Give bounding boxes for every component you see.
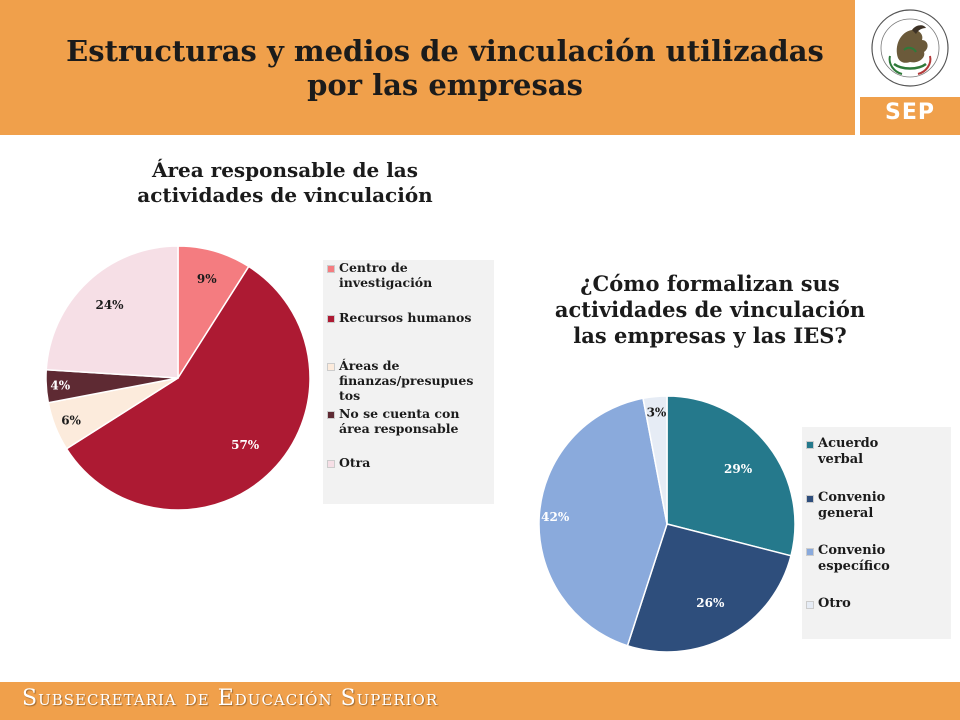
chart2-legend-item: Convenio general [806, 490, 885, 522]
slide-title: Estructuras y medios de vinculación util… [40, 34, 850, 102]
chart2-legend-label: Convenio general [818, 490, 886, 521]
chart1-slice-label-4: 24% [95, 298, 124, 312]
chart2-slice-0 [666, 395, 796, 557]
chart2-legend-label: Convenio específico [818, 543, 890, 574]
chart2-title: ¿Cómo formalizan sus actividades de vinc… [520, 271, 900, 349]
chart1-legend-swatch [327, 411, 335, 419]
chart2-title-line-2: actividades de vinculación [554, 297, 866, 322]
chart2-legend: Acuerdo verbal Convenio general Convenio espe… [802, 427, 951, 639]
chart2-legend-swatch [806, 548, 814, 556]
header-banner: Estructuras y medios de vinculación util… [0, 0, 855, 135]
chart2-legend-swatch [806, 601, 814, 609]
chart1-slice-label-2: 6% [61, 413, 81, 427]
chart2-legend-swatch [806, 441, 814, 449]
chart1-legend-swatch [327, 265, 335, 273]
chart1-legend: Centro de investigación Recursos humanos Ár… [323, 260, 494, 504]
chart1-legend-item: Recursos humanos [327, 310, 471, 325]
chart2-slice-label-1: 26% [696, 596, 725, 610]
chart1-legend-item: Áreas de finanzas/presupues tos [327, 358, 473, 403]
chart2-legend-label: Otro [818, 596, 851, 611]
chart2-slice-label-0: 29% [724, 462, 753, 476]
coat-of-arms-icon [871, 9, 949, 87]
chart1-legend-swatch [327, 460, 335, 468]
chart1-slice-4 [45, 245, 179, 379]
chart2-slice-3 [642, 395, 668, 525]
chart1-legend-label: No se cuenta con área responsable [339, 406, 460, 436]
chart1-slice-1 [65, 265, 311, 511]
chart1-title-line-1: Área responsable de las [151, 158, 419, 182]
chart1-legend-label: Otra [339, 455, 371, 470]
chart1-pie: 9% 57% 6% 4% 24% [45, 245, 311, 511]
chart1-legend-item: Otra [327, 455, 370, 470]
chart2-legend-item: Otro [806, 596, 851, 612]
chart2-legend-swatch [806, 495, 814, 503]
chart1-slice-label-0: 9% [197, 272, 217, 286]
slide-title-line-1: Estructuras y medios de vinculación util… [66, 34, 824, 68]
footer-text: Subsecretaria de Educación Superior [22, 686, 439, 711]
chart2-title-line-3: las empresas y las IES? [573, 323, 847, 348]
chart1-slice-label-1: 57% [231, 438, 260, 452]
chart2-legend-label: Acuerdo verbal [818, 436, 879, 467]
chart1-legend-item: No se cuenta con área responsable [327, 406, 459, 436]
chart2-slice-label-2: 42% [541, 510, 570, 524]
chart2-slice-label-3: 3% [647, 405, 667, 419]
sep-brand-text: SEP [885, 100, 935, 125]
chart1-legend-label: Centro de investigación [339, 260, 433, 290]
chart2-title-line-1: ¿Cómo formalizan sus [580, 271, 840, 296]
chart2-slice-1 [626, 523, 792, 653]
chart1-legend-swatch [327, 363, 335, 371]
chart2-legend-item: Convenio específico [806, 543, 890, 575]
chart2-slice-2 [538, 397, 668, 647]
chart1-title-line-2: actividades de vinculación [137, 183, 433, 207]
chart2-pie: 29% 26% 42% 3% [538, 395, 796, 653]
sep-logo: SEP [860, 0, 960, 135]
footer-banner: Subsecretaria de Educación Superior [0, 682, 960, 720]
chart2-legend-item: Acuerdo verbal [806, 436, 878, 468]
chart1-legend-label: Recursos humanos [339, 310, 472, 325]
slide-title-line-2: por las empresas [307, 68, 583, 102]
chart1-title: Área responsable de las actividades de v… [80, 158, 490, 208]
chart1-legend-label: Áreas de finanzas/presupues tos [339, 358, 474, 403]
chart1-legend-swatch [327, 315, 335, 323]
chart1-legend-item: Centro de investigación [327, 260, 432, 290]
coat-of-arms-area [860, 0, 960, 97]
chart1-slice-label-3: 4% [50, 378, 70, 392]
